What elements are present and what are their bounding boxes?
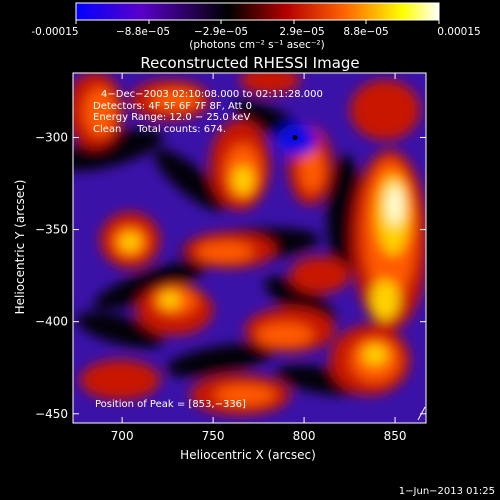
colorbar-tick-label: -0.00015 (31, 26, 78, 38)
x-tick-label: 700 (111, 429, 134, 443)
colorbar-tick-label: −2.9e−05 (194, 26, 248, 38)
annotation-time-range: 4−Dec−2003 02:10:08.000 to 02:11:28.000 (101, 89, 323, 100)
x-tick-label: 800 (293, 429, 316, 443)
heatmap-image (73, 73, 426, 423)
annotation-clean-counts: Clean Total counts: 674. (93, 124, 226, 135)
colorbar-ticks (75, 20, 440, 24)
annotation-detectors: Detectors: 4F 5F 6F 7F 8F, Att 0 (93, 101, 252, 112)
x-tick-label: 750 (202, 429, 225, 443)
colorbar-unit-label: (photons cm⁻² s⁻¹ asec⁻²) (189, 39, 324, 51)
colorbar-tick-label: 0.00015 (437, 26, 480, 38)
y-tick-label: −450 (35, 407, 68, 421)
chart-title: Reconstructed RHESSI Image (140, 54, 359, 72)
colorbar (75, 2, 440, 21)
colorbar-tick-label: 8.8e−05 (343, 26, 388, 38)
colorbar-tick-label: −8.8e−05 (116, 26, 170, 38)
y-tick-label: −400 (35, 315, 68, 329)
y-tick-label: −350 (35, 223, 68, 237)
x-axis: 700 750 800 850 (111, 73, 407, 443)
peak-position-label: Position of Peak = [853,−336] (95, 399, 246, 410)
colorbar-tick-label: 2.9e−05 (279, 26, 324, 38)
plot-frame (72, 72, 427, 424)
x-tick-label: 850 (384, 429, 407, 443)
minimum-marker (292, 134, 298, 140)
corner-mark (417, 406, 426, 421)
annotation-energy-range: Energy Range: 12.0 − 25.0 keV (93, 112, 250, 123)
footer-timestamp: 1−Jun−2013 01:25 (399, 486, 495, 497)
y-tick-label: −300 (35, 130, 68, 144)
x-axis-label: Heliocentric X (arcsec) (180, 448, 316, 462)
y-axis: −300 −350 −400 −450 (35, 130, 426, 421)
y-axis-label: Heliocentric Y (arcsec) (13, 180, 27, 315)
